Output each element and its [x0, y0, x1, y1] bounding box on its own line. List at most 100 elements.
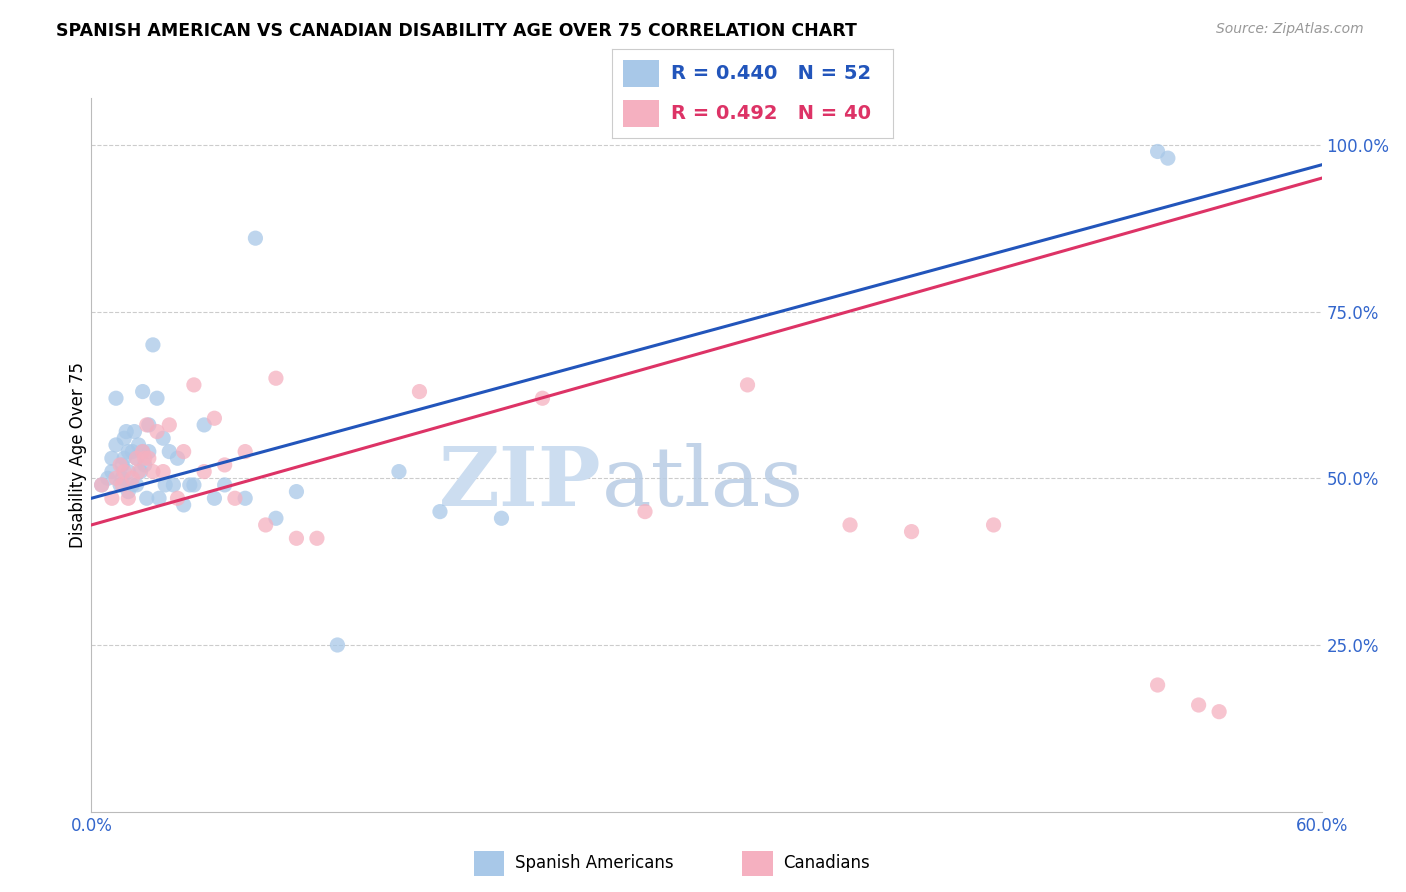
- Point: [224, 491, 246, 506]
- Point: [128, 465, 150, 479]
- Point: [134, 458, 156, 472]
- Point: [202, 491, 225, 506]
- Point: [112, 431, 135, 445]
- Point: [135, 417, 157, 432]
- Point: [839, 518, 862, 533]
- Point: [121, 478, 143, 492]
- Point: [183, 377, 205, 392]
- Point: [124, 425, 146, 439]
- Point: [162, 478, 184, 492]
- Point: [146, 425, 169, 439]
- Point: [173, 498, 195, 512]
- Point: [233, 491, 256, 506]
- Point: [138, 417, 160, 432]
- Point: [429, 505, 451, 519]
- Point: [1146, 678, 1168, 692]
- Point: [900, 524, 922, 539]
- Point: [193, 417, 215, 432]
- Point: [108, 458, 131, 472]
- Point: [152, 431, 174, 445]
- Point: [737, 377, 759, 392]
- Text: R = 0.492   N = 40: R = 0.492 N = 40: [671, 103, 870, 123]
- Point: [264, 371, 287, 385]
- Point: [128, 438, 150, 452]
- Point: [121, 471, 143, 485]
- Point: [138, 451, 160, 466]
- Point: [254, 518, 277, 533]
- Point: [90, 478, 112, 492]
- Point: [90, 478, 112, 492]
- Point: [157, 417, 180, 432]
- Point: [142, 465, 165, 479]
- Point: [166, 451, 188, 466]
- Point: [125, 451, 148, 466]
- FancyBboxPatch shape: [474, 851, 505, 876]
- Point: [214, 458, 236, 472]
- Point: [117, 444, 139, 458]
- Point: [146, 391, 169, 405]
- Point: [111, 471, 134, 485]
- Point: [101, 491, 124, 506]
- Point: [285, 531, 308, 545]
- Point: [131, 444, 153, 458]
- Text: SPANISH AMERICAN VS CANADIAN DISABILITY AGE OVER 75 CORRELATION CHART: SPANISH AMERICAN VS CANADIAN DISABILITY …: [56, 22, 858, 40]
- Point: [138, 444, 160, 458]
- Point: [214, 478, 236, 492]
- Point: [117, 465, 139, 479]
- Point: [142, 338, 165, 352]
- Point: [305, 531, 328, 545]
- Point: [134, 451, 156, 466]
- Point: [157, 444, 180, 458]
- Point: [152, 465, 174, 479]
- Y-axis label: Disability Age Over 75: Disability Age Over 75: [69, 362, 87, 548]
- Point: [202, 411, 225, 425]
- FancyBboxPatch shape: [623, 100, 659, 127]
- Point: [129, 465, 152, 479]
- Point: [131, 384, 153, 399]
- Point: [112, 465, 135, 479]
- Point: [105, 438, 127, 452]
- Point: [193, 465, 215, 479]
- Text: Spanish Americans: Spanish Americans: [515, 855, 673, 872]
- Point: [111, 458, 134, 472]
- Point: [491, 511, 513, 525]
- Point: [148, 491, 170, 506]
- Point: [101, 465, 124, 479]
- Point: [121, 444, 143, 458]
- Point: [112, 451, 135, 466]
- Text: Canadians: Canadians: [783, 855, 869, 872]
- Text: ZIP: ZIP: [439, 443, 602, 524]
- Point: [97, 471, 120, 485]
- Point: [983, 518, 1005, 533]
- FancyBboxPatch shape: [623, 60, 659, 87]
- Point: [179, 478, 201, 492]
- Point: [408, 384, 430, 399]
- Text: atlas: atlas: [602, 443, 804, 524]
- Point: [117, 484, 139, 499]
- Text: Source: ZipAtlas.com: Source: ZipAtlas.com: [1216, 22, 1364, 37]
- Point: [388, 465, 411, 479]
- Point: [173, 444, 195, 458]
- Point: [634, 505, 657, 519]
- Point: [285, 484, 308, 499]
- Point: [105, 391, 127, 405]
- Point: [101, 451, 124, 466]
- Point: [105, 471, 127, 485]
- Point: [1208, 705, 1230, 719]
- Point: [166, 491, 188, 506]
- FancyBboxPatch shape: [742, 851, 773, 876]
- Point: [115, 425, 138, 439]
- Point: [1157, 151, 1180, 165]
- Point: [111, 478, 134, 492]
- Point: [125, 478, 148, 492]
- Point: [135, 491, 157, 506]
- Point: [131, 444, 153, 458]
- Point: [233, 444, 256, 458]
- Text: R = 0.440   N = 52: R = 0.440 N = 52: [671, 63, 870, 83]
- Point: [1146, 145, 1168, 159]
- Point: [1187, 698, 1209, 712]
- Point: [153, 478, 177, 492]
- Point: [117, 491, 139, 506]
- Point: [531, 391, 554, 405]
- Point: [125, 451, 148, 466]
